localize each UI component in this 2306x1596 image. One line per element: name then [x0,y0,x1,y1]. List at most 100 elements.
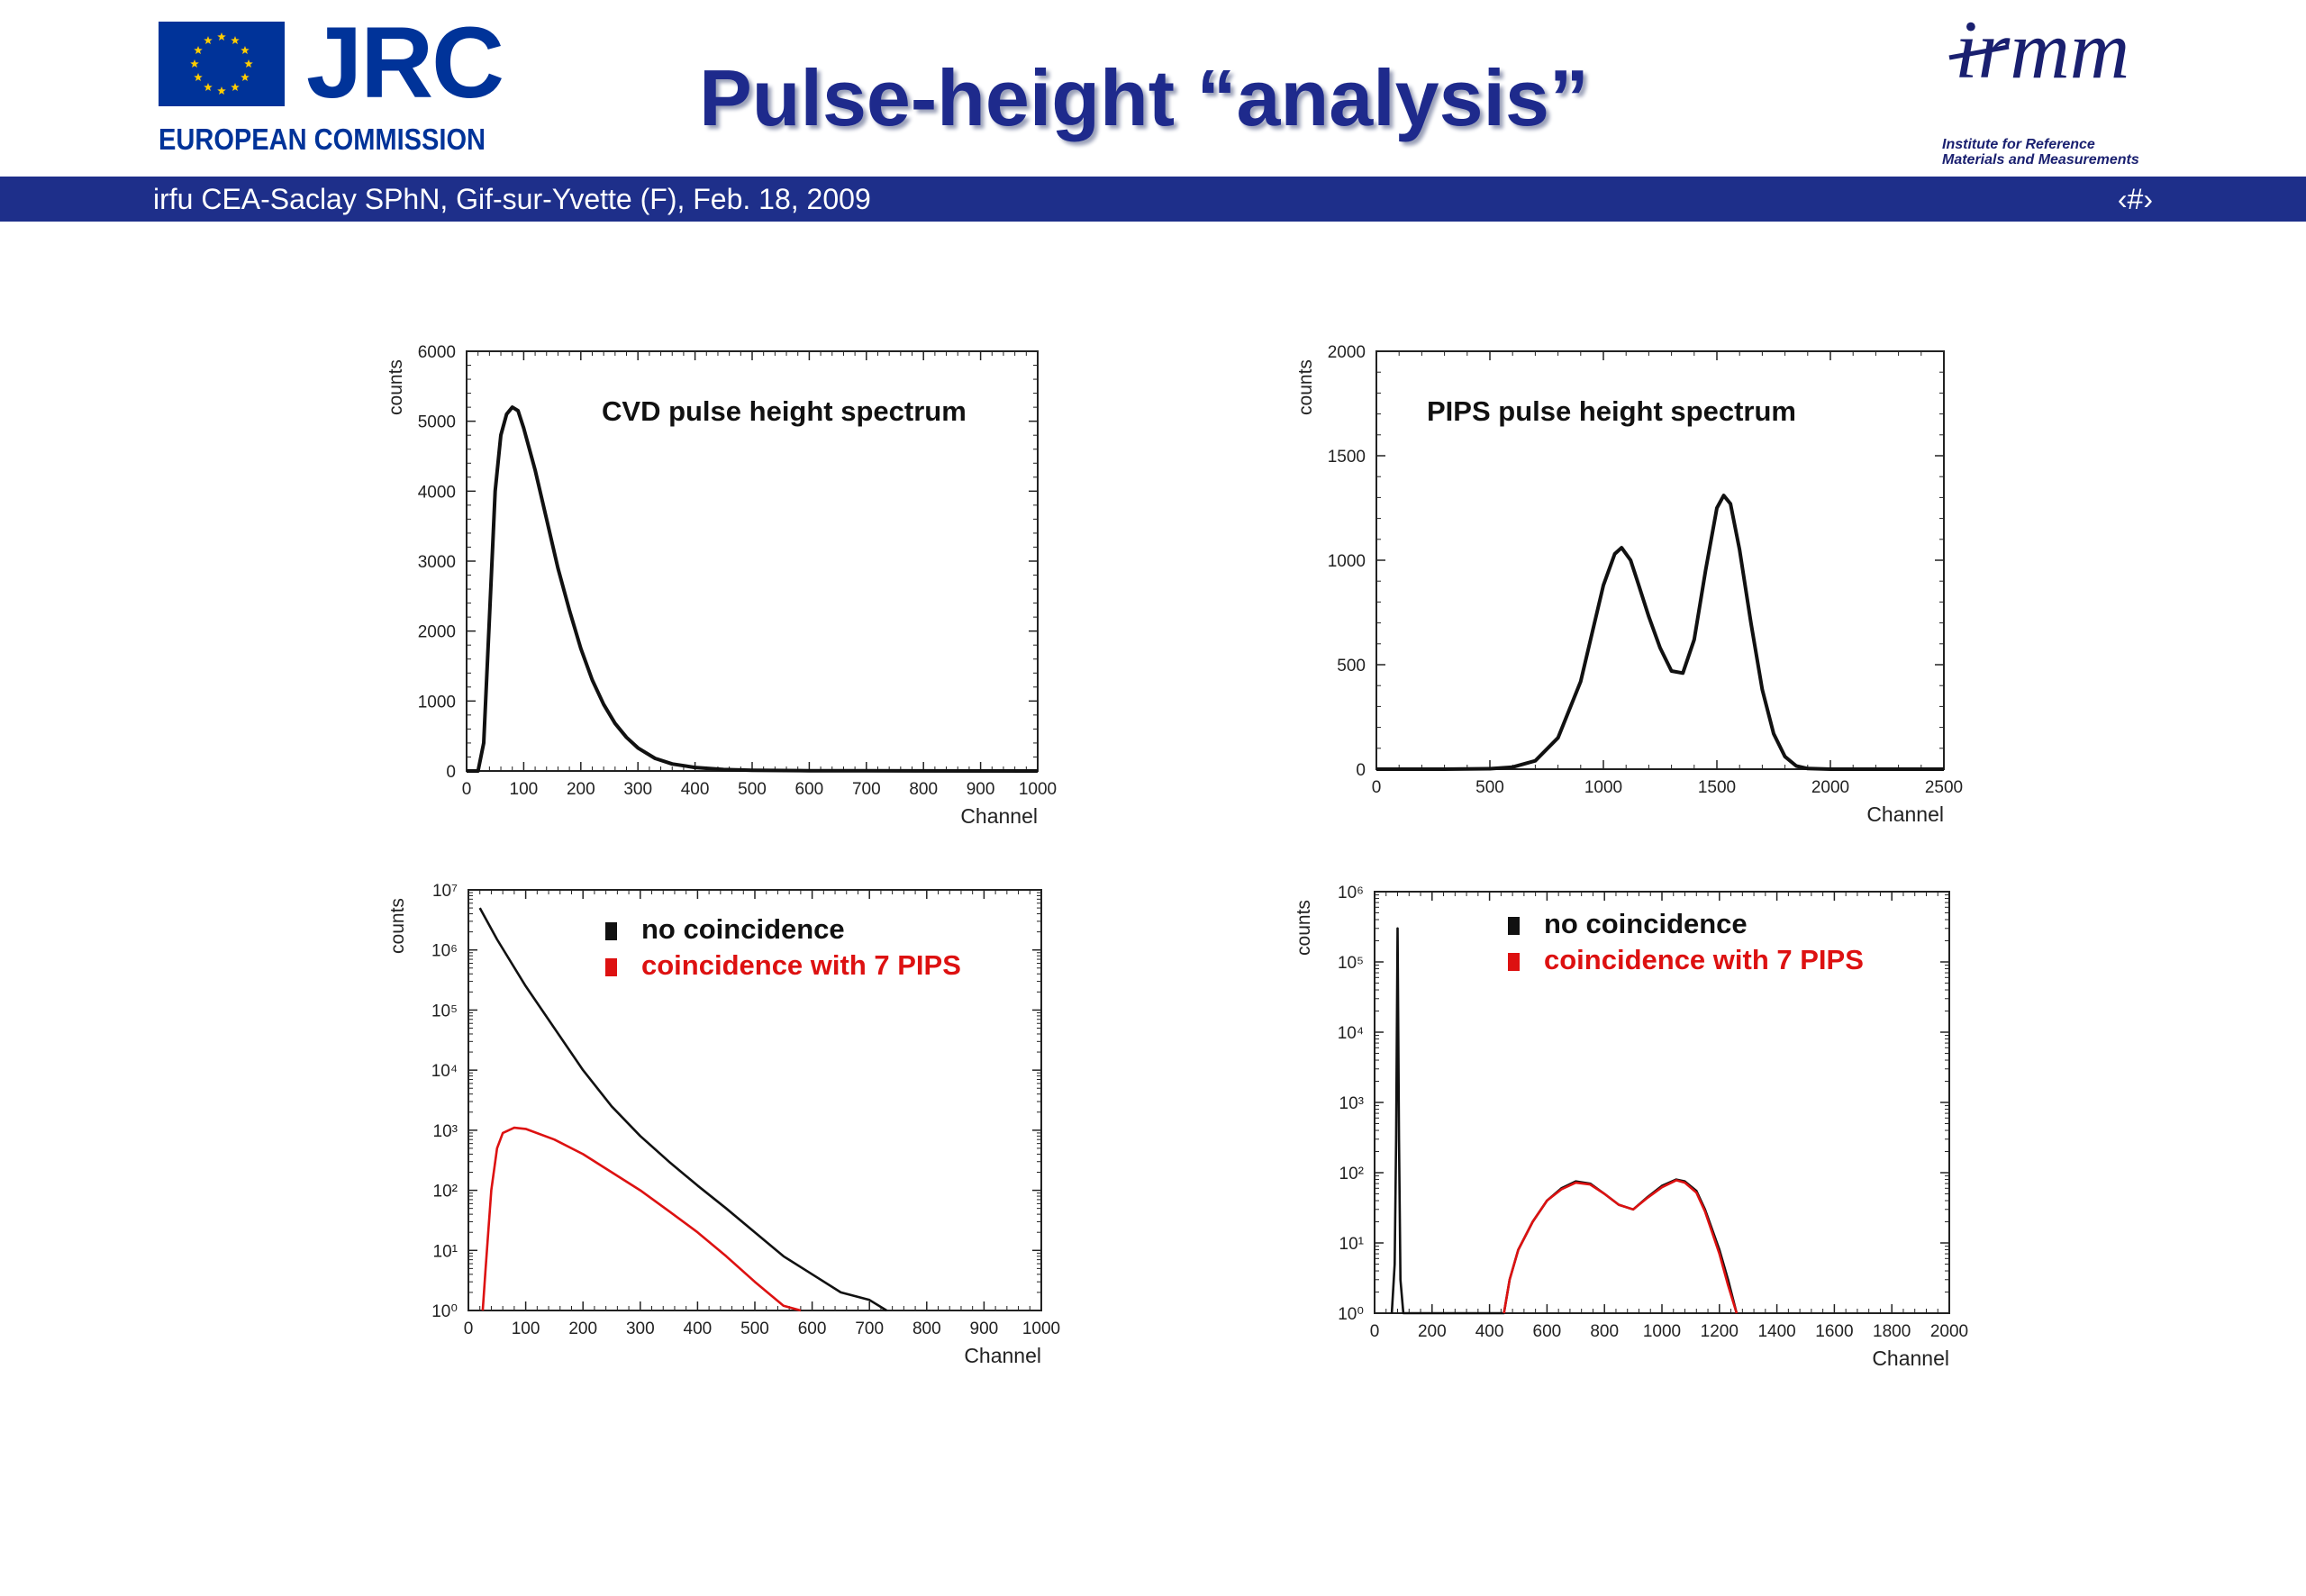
legend-label: coincidence with 7 PIPS [1544,944,1864,975]
y-tick-label: 10¹ [433,1242,458,1261]
y-tick-label: 1500 [1328,448,1366,467]
x-tick-label: 800 [1590,1322,1619,1341]
x-tick-label: 400 [1475,1322,1504,1341]
x-tick-label: 1000 [1584,778,1622,797]
x-tick-label: 1200 [1701,1322,1739,1341]
series-line-0 [478,907,887,1312]
x-tick-label: 0 [1370,1322,1380,1341]
page-title: Pulse-height “analysis” [699,53,1589,142]
x-axis-label: Channel [1872,1347,1949,1370]
irmm-logo: irmm [1948,5,2129,95]
x-tick-label: 0 [464,1319,474,1338]
footer-text: irfu CEA-Saclay SPhN, Gif-sur-Yvette (F)… [153,183,871,215]
y-tick-label: 0 [446,763,456,782]
legend-swatch [605,922,617,940]
x-tick-label: 1000 [1022,1319,1060,1338]
x-tick-label: 100 [512,1319,540,1338]
x-tick-label: 900 [967,780,995,799]
x-tick-label: 1500 [1698,778,1736,797]
x-tick-label: 700 [855,1319,884,1338]
legend-swatch [605,958,617,976]
page-number: ‹#› [2117,183,2153,215]
x-tick-label: 1600 [1815,1322,1853,1341]
x-tick-label: 500 [740,1319,769,1338]
y-axis-label: counts [386,359,406,415]
x-tick-label: 0 [1372,778,1382,797]
x-axis-label: Channel [964,1344,1041,1367]
y-axis-label: counts [387,898,408,954]
y-tick-label: 10⁷ [432,882,458,901]
footer-band: irfu CEA-Saclay SPhN, Gif-sur-Yvette (F)… [0,177,2306,222]
x-tick-label: 2500 [1925,778,1963,797]
y-axis-label: counts [1295,359,1316,415]
y-tick-label: 4000 [418,483,456,502]
x-tick-label: 200 [568,1319,597,1338]
x-tick-label: 700 [852,780,881,799]
x-tick-label: 800 [912,1319,941,1338]
jrc-logo: JRC EUROPEAN COMMISSION [159,13,504,166]
pips-log-chart: 0 200 400 600 800 1000 1200 1400 1600 1800 2000 10⁰… [1294,884,1968,1370]
eu-stars-icon [190,32,253,95]
x-tick-label: 600 [795,780,824,799]
series-line-1 [481,1126,802,1312]
x-tick-label: 500 [738,780,767,799]
legend-swatch [1508,917,1520,935]
eu-flag-icon [159,22,285,106]
jrc-wordmark: JRC [306,6,504,119]
x-axis-label: Channel [960,804,1038,828]
y-tick-label: 500 [1337,657,1366,676]
series-line-0 [1376,494,1944,771]
x-tick-label: 0 [462,780,472,799]
y-tick-label: 10⁴ [1338,1024,1364,1043]
series-line-0 [467,405,1039,773]
y-tick-label: 10⁵ [1338,954,1364,973]
x-tick-label: 2000 [1930,1322,1968,1341]
x-tick-label: 500 [1475,778,1504,797]
y-tick-label: 10² [1339,1165,1364,1183]
y-tick-label: 10⁴ [431,1062,458,1081]
x-axis-label: Channel [1866,803,1944,826]
x-tick-label: 300 [623,780,652,799]
legend-label: no coincidence [1544,908,1748,939]
x-tick-label: 1800 [1873,1322,1911,1341]
y-tick-label: 1000 [418,693,456,712]
y-tick-label: 10⁰ [1338,1305,1364,1324]
x-tick-label: 100 [510,780,539,799]
y-tick-label: 10³ [1339,1094,1364,1113]
y-tick-label: 6000 [418,343,456,362]
y-tick-label: 10⁶ [431,942,458,961]
cvd-log-chart: 0 100 200 300 400 500 600 700 800 900 1000 10⁰ 10¹ 10… [387,882,1060,1367]
irmm-swash-icon [1948,44,2010,60]
y-tick-label: 10² [433,1183,458,1202]
x-tick-label: 400 [684,1319,713,1338]
pips-linear-chart: 0 500 1000 1500 2000 2500 0 500 1000 1500 2000 Chan… [1295,343,1963,826]
chart-annotation: PIPS pulse height spectrum [1427,395,1796,427]
y-tick-label: 10¹ [1339,1235,1364,1254]
y-tick-label: 2000 [418,623,456,642]
legend-swatch [1508,953,1520,971]
cvd-linear-chart: 0 100 200 300 400 500 600 700 800 900 1000 0 1000 200… [386,343,1057,828]
series-line-0 [1390,927,1739,1315]
legend-label: no coincidence [641,913,845,945]
x-tick-label: 200 [1418,1322,1447,1341]
x-tick-label: 1400 [1757,1322,1795,1341]
x-tick-label: 800 [909,780,938,799]
x-tick-label: 600 [1533,1322,1562,1341]
x-tick-label: 900 [970,1319,999,1338]
x-tick-label: 400 [681,780,710,799]
x-tick-label: 200 [567,780,595,799]
y-tick-label: 10⁶ [1338,884,1364,902]
y-tick-label: 10⁰ [431,1302,458,1321]
legend-label: coincidence with 7 PIPS [641,949,961,981]
chart-annotation: CVD pulse height spectrum [602,395,967,427]
x-tick-label: 2000 [1811,778,1849,797]
y-tick-label: 2000 [1328,343,1366,362]
irmm-caption: Institute for Reference Materials and Me… [1942,137,2139,168]
y-tick-label: 10⁵ [431,1002,458,1020]
x-tick-label: 600 [798,1319,827,1338]
x-tick-label: 1000 [1019,780,1057,799]
y-tick-label: 0 [1356,761,1366,780]
y-tick-label: 5000 [418,413,456,432]
y-tick-label: 1000 [1328,552,1366,571]
x-tick-label: 300 [626,1319,655,1338]
